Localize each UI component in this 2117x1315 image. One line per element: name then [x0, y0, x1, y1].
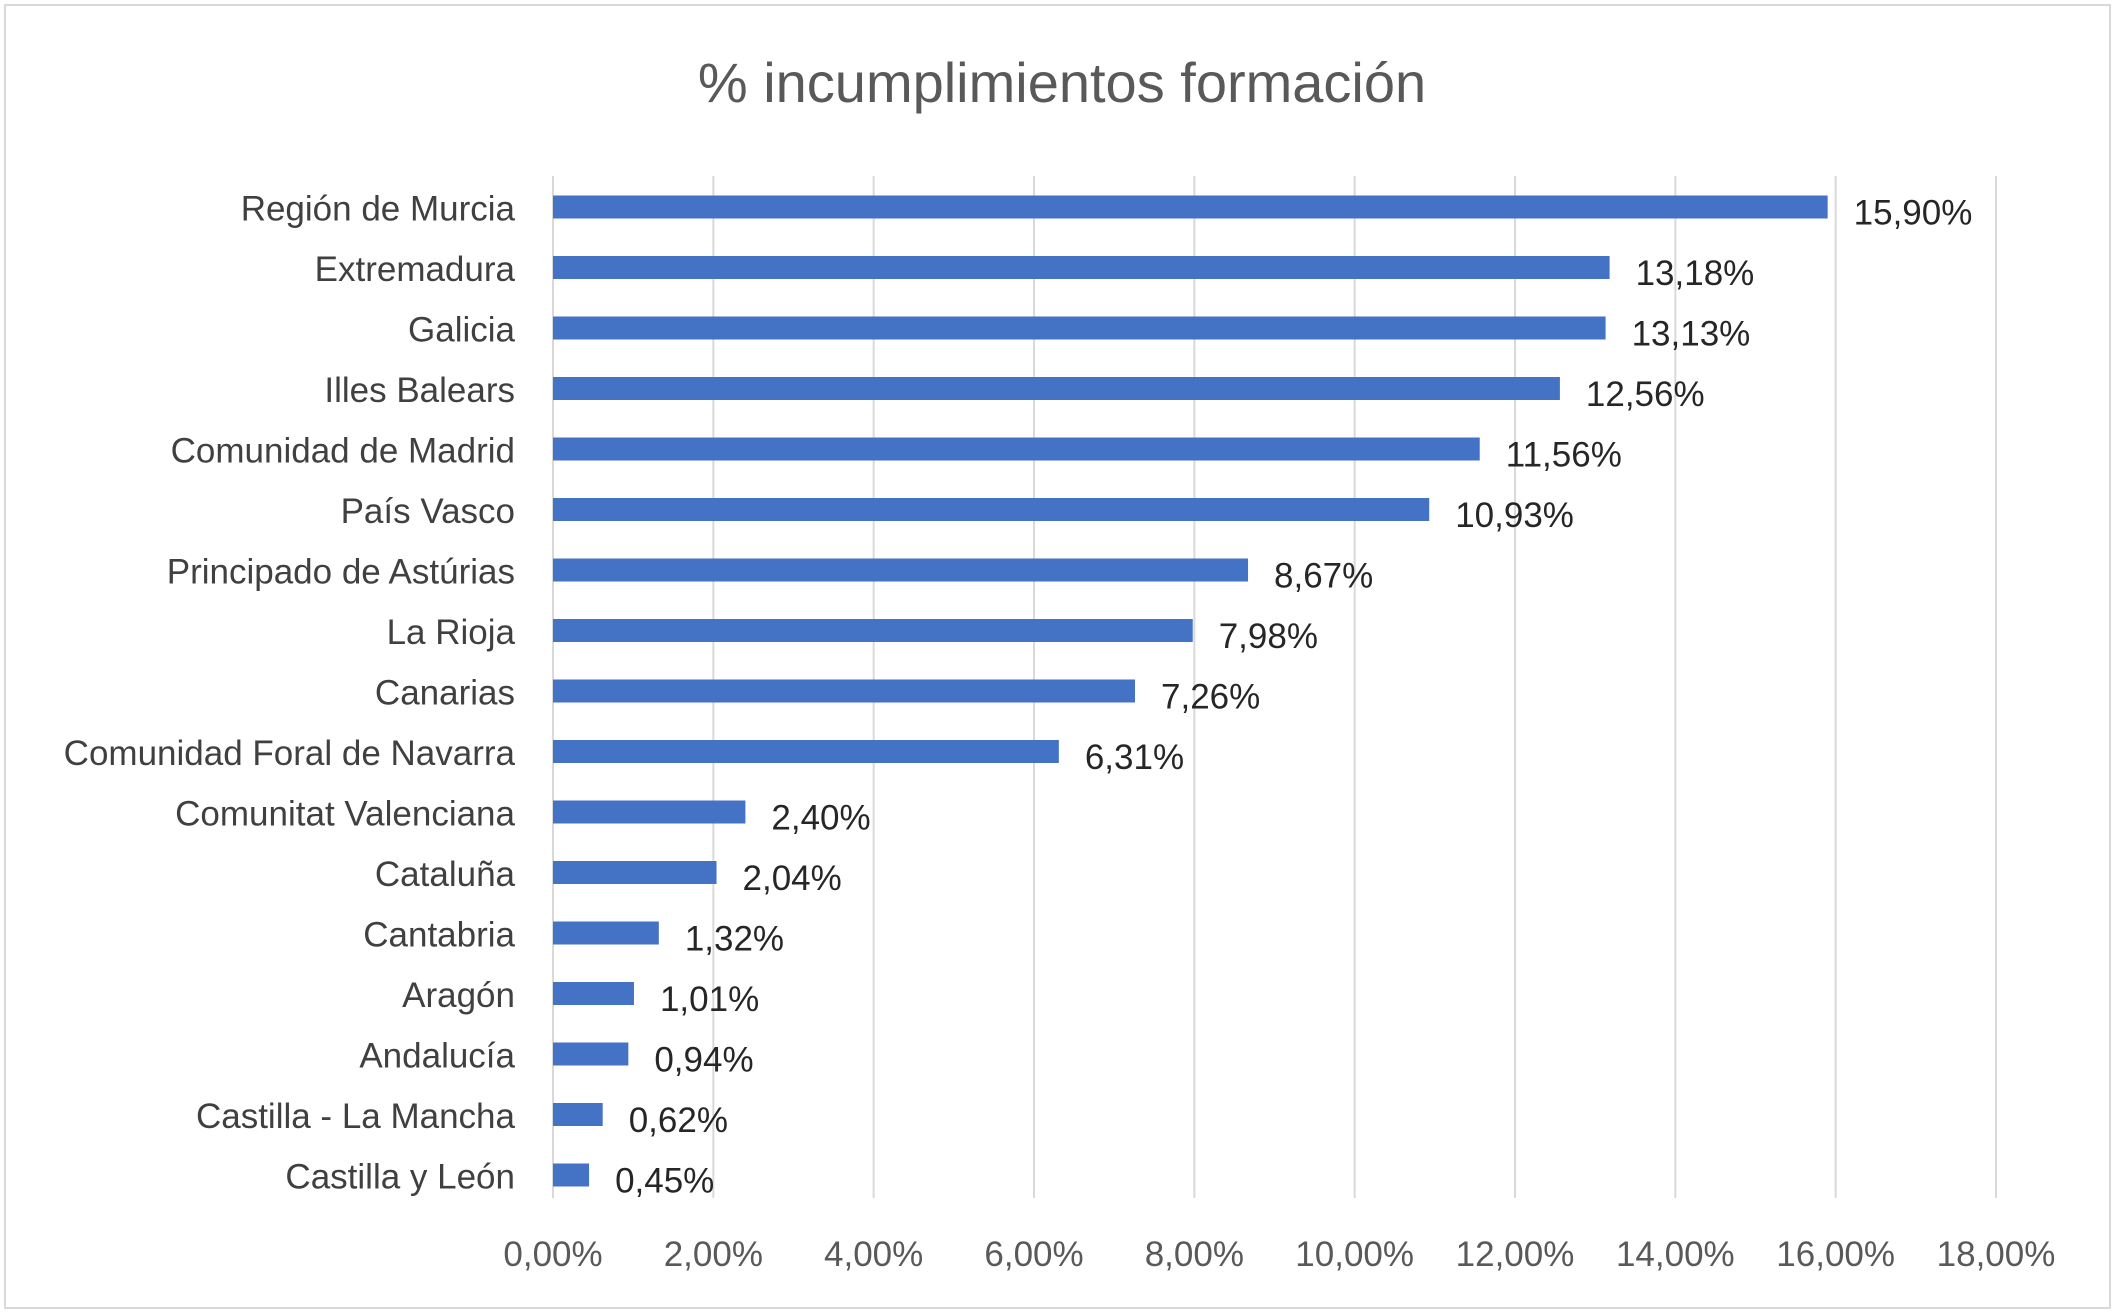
- data-label: 15,90%: [1854, 193, 1973, 232]
- data-label: 0,94%: [654, 1040, 753, 1079]
- chart-title: % incumplimientos formación: [698, 51, 1426, 114]
- category-label: Comunitat Valenciana: [175, 794, 515, 833]
- bar: [553, 256, 1610, 279]
- category-label: Castilla y León: [285, 1157, 515, 1196]
- category-label: Canarias: [375, 673, 515, 712]
- category-label: Extremadura: [315, 250, 516, 289]
- x-tick-label: 18,00%: [1937, 1235, 2056, 1274]
- category-label: Castilla - La Mancha: [196, 1097, 516, 1136]
- bar: [553, 437, 1480, 461]
- data-label: 1,32%: [685, 919, 784, 958]
- category-label: País Vasco: [341, 492, 515, 531]
- data-label: 7,26%: [1161, 677, 1260, 716]
- x-tick-label: 0,00%: [503, 1235, 602, 1274]
- bar: [553, 316, 1606, 340]
- bar: [553, 195, 1828, 219]
- x-tick-label: 2,00%: [664, 1235, 763, 1274]
- data-label: 2,04%: [743, 859, 842, 898]
- x-tick-label: 4,00%: [824, 1235, 923, 1274]
- data-labels: 15,90% 13,18% 13,13% 12,56% 11,56% 10,93% 8,67…: [615, 193, 1972, 1200]
- category-label: Cataluña: [375, 855, 516, 894]
- data-label: 13,13%: [1632, 314, 1751, 353]
- category-label: Cantabria: [363, 915, 515, 954]
- bar: [553, 1163, 590, 1187]
- bar: [553, 1042, 629, 1066]
- data-label: 11,56%: [1506, 435, 1622, 474]
- data-label: 0,45%: [615, 1161, 714, 1200]
- gridlines: [552, 176, 1997, 1198]
- category-label: Illes Balears: [324, 371, 515, 410]
- data-label: 10,93%: [1455, 496, 1574, 535]
- bar: [553, 619, 1193, 642]
- bar: [553, 377, 1560, 400]
- bar: [553, 679, 1136, 703]
- data-label: 8,67%: [1274, 556, 1373, 595]
- category-label: Comunidad Foral de Navarra: [64, 734, 516, 773]
- bar: [553, 861, 717, 884]
- category-label: Andalucía: [359, 1036, 515, 1075]
- x-tick-label: 10,00%: [1295, 1235, 1414, 1274]
- bar: [553, 740, 1059, 763]
- category-label: La Rioja: [387, 613, 516, 652]
- data-label: 0,62%: [629, 1101, 728, 1140]
- category-label: Galicia: [408, 310, 516, 349]
- bars: [553, 195, 1828, 1187]
- x-tick-label: 6,00%: [984, 1235, 1083, 1274]
- category-label: Región de Murcia: [241, 189, 516, 228]
- x-tick-label: 16,00%: [1776, 1235, 1895, 1274]
- category-label: Principado de Astúrias: [167, 552, 515, 591]
- data-label: 1,01%: [660, 980, 759, 1019]
- x-tick-label: 8,00%: [1145, 1235, 1244, 1274]
- chart-frame: % incumplimientos formación Región de Mu…: [4, 4, 2111, 1309]
- data-label: 6,31%: [1085, 738, 1184, 777]
- bar: [553, 1103, 603, 1126]
- bar: [553, 982, 634, 1005]
- data-label: 12,56%: [1586, 375, 1705, 414]
- category-label: Comunidad de Madrid: [171, 431, 515, 470]
- x-tick-label: 12,00%: [1456, 1235, 1575, 1274]
- data-label: 7,98%: [1219, 617, 1318, 656]
- bar: [553, 800, 746, 824]
- bar: [553, 921, 659, 945]
- category-labels: Región de Murcia Extremadura Galicia Illes …: [64, 189, 516, 1196]
- category-label: Aragón: [402, 976, 515, 1015]
- bar-chart: % incumplimientos formación Región de Mu…: [64, 51, 2056, 1274]
- data-label: 13,18%: [1636, 254, 1755, 293]
- data-label: 2,40%: [771, 798, 870, 837]
- bar: [553, 498, 1430, 521]
- x-tick-label: 14,00%: [1616, 1235, 1735, 1274]
- bar: [553, 558, 1249, 582]
- x-axis-tick-labels: 0,00% 2,00% 4,00% 6,00% 8,00% 10,00% 12,00% 14,…: [503, 1235, 2055, 1274]
